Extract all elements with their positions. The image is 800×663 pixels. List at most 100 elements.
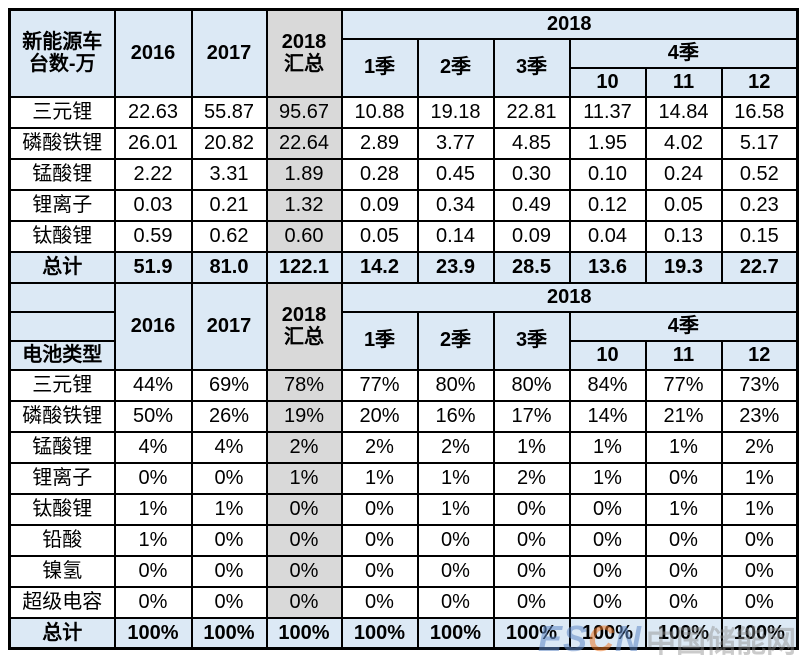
- table-cell: 10.88: [340, 95, 419, 129]
- table-cell: 0.62: [190, 219, 268, 253]
- table-cell: 0.45: [416, 157, 495, 191]
- section1-body: 三元锂 22.63 55.87 95.67 10.88 19.18 22.81 11.37 14…: [8, 95, 799, 284]
- row-label: 三元锂: [8, 95, 116, 129]
- table-cell: 0%: [190, 554, 268, 588]
- table-row: 铅酸 1% 0% 0% 0% 0% 0% 0% 0% 0%: [8, 523, 799, 557]
- table-cell: 19%: [265, 399, 343, 433]
- table-cell: 100%: [416, 616, 495, 650]
- col-header-q3: 3季: [492, 37, 571, 98]
- table-row: 超级电容 0% 0% 0% 0% 0% 0% 0% 0% 0%: [8, 585, 799, 619]
- table-cell: 14%: [568, 399, 647, 433]
- table-cell: 1%: [113, 492, 193, 526]
- table-cell: 50%: [113, 399, 193, 433]
- row-label: 磷酸铁锂: [8, 126, 116, 160]
- table-cell: 22.7: [720, 250, 799, 284]
- table-cell: 0%: [190, 461, 268, 495]
- table-cell: 2%: [416, 430, 495, 464]
- table-cell: 0.30: [492, 157, 571, 191]
- table-cell: 0%: [568, 492, 647, 526]
- table-cell: 100%: [190, 616, 268, 650]
- table-cell: 1%: [190, 492, 268, 526]
- table-cell: 0%: [190, 585, 268, 619]
- table-cell: 0%: [190, 523, 268, 557]
- table-cell: 0%: [644, 554, 723, 588]
- table-cell: 1%: [340, 461, 419, 495]
- col-header-q1: 1季: [340, 37, 419, 98]
- row-label: 钛酸锂: [8, 492, 116, 526]
- table-cell: 44%: [113, 368, 193, 402]
- table-row: 锂离子 0% 0% 1% 1% 1% 2% 1% 0% 1%: [8, 461, 799, 495]
- table-cell: 4%: [190, 430, 268, 464]
- group-header-2018: 2018: [340, 281, 799, 313]
- table-cell: 0%: [340, 585, 419, 619]
- section2-corner-empty-mid: [8, 310, 116, 342]
- table-cell: 100%: [644, 616, 723, 650]
- table-cell: 3.31: [190, 157, 268, 191]
- row-label: 锰酸锂: [8, 430, 116, 464]
- table-cell: 73%: [720, 368, 799, 402]
- col-header-month-10: 10: [568, 339, 647, 371]
- table-cell: 100%: [492, 616, 571, 650]
- table-cell: 0%: [265, 492, 343, 526]
- table-cell: 0.12: [568, 188, 647, 222]
- table-cell: 4.85: [492, 126, 571, 160]
- table-row: 三元锂 22.63 55.87 95.67 10.88 19.18 22.81 11.37 14…: [8, 95, 799, 129]
- table-cell: 0.34: [416, 188, 495, 222]
- table-cell: 0.23: [720, 188, 799, 222]
- table-cell: 100%: [340, 616, 419, 650]
- table-cell: 2%: [265, 430, 343, 464]
- table-cell: 2.89: [340, 126, 419, 160]
- table-cell: 1.89: [265, 157, 343, 191]
- table-cell: 0%: [416, 554, 495, 588]
- table-cell: 2%: [720, 430, 799, 464]
- table-cell: 1%: [568, 461, 647, 495]
- table-row: 锂离子 0.03 0.21 1.32 0.09 0.34 0.49 0.12 0.05 0.23: [8, 188, 799, 222]
- section2-header: 2016 2017 2018 汇总 2018 1季 2季 3季 4季 电池类型 …: [8, 281, 799, 371]
- row-label: 铅酸: [8, 523, 116, 557]
- row-label: 镍氢: [8, 554, 116, 588]
- table-cell: 19.3: [644, 250, 723, 284]
- group-header-2018: 2018: [340, 8, 799, 40]
- table-cell: 0%: [265, 554, 343, 588]
- table-cell: 3.77: [416, 126, 495, 160]
- table-cell: 0.52: [720, 157, 799, 191]
- table-cell: 84%: [568, 368, 647, 402]
- row-label: 总计: [8, 250, 116, 284]
- table-cell: 0.09: [492, 219, 571, 253]
- table-cell: 0%: [265, 523, 343, 557]
- table-cell: 0%: [340, 523, 419, 557]
- table-cell: 0%: [720, 554, 799, 588]
- col-header-2018-total: 2018 汇总: [265, 8, 343, 98]
- col-header-2016: 2016: [113, 8, 193, 98]
- table-cell: 20%: [340, 399, 419, 433]
- table-cell: 0%: [644, 461, 723, 495]
- table-cell: 4.02: [644, 126, 723, 160]
- col-header-month-10: 10: [568, 66, 647, 98]
- col-header-month-11: 11: [644, 339, 723, 371]
- section2-body: 三元锂 44% 69% 78% 77% 80% 80% 84% 77% 73% 磷酸铁锂 50% 26%…: [8, 368, 799, 650]
- table-cell: 51.9: [113, 250, 193, 284]
- table-cell: 26%: [190, 399, 268, 433]
- table-cell: 22.63: [113, 95, 193, 129]
- table-row: 镍氢 0% 0% 0% 0% 0% 0% 0% 0% 0%: [8, 554, 799, 588]
- col-header-q1: 1季: [340, 310, 419, 371]
- table-cell: 28.5: [492, 250, 571, 284]
- table-cell: 0.05: [644, 188, 723, 222]
- table-cell: 1%: [265, 461, 343, 495]
- table-cell: 55.87: [190, 95, 268, 129]
- table-cell: 0%: [492, 585, 571, 619]
- col-header-month-12: 12: [720, 66, 799, 98]
- table-row: 磷酸铁锂 26.01 20.82 22.64 2.89 3.77 4.85 1.95 4.02 5…: [8, 126, 799, 160]
- table-cell: 0.15: [720, 219, 799, 253]
- table-cell: 1%: [416, 461, 495, 495]
- table-cell: 0.60: [265, 219, 343, 253]
- row-label: 磷酸铁锂: [8, 399, 116, 433]
- section2-corner-label: 电池类型: [8, 339, 116, 371]
- table-cell: 0%: [340, 554, 419, 588]
- table-cell: 5.17: [720, 126, 799, 160]
- row-label: 超级电容: [8, 585, 116, 619]
- table-cell: 0%: [568, 523, 647, 557]
- table-row: 磷酸铁锂 50% 26% 19% 20% 16% 17% 14% 21% 23%: [8, 399, 799, 433]
- group-header-q4: 4季: [568, 37, 799, 69]
- table-cell: 0%: [113, 461, 193, 495]
